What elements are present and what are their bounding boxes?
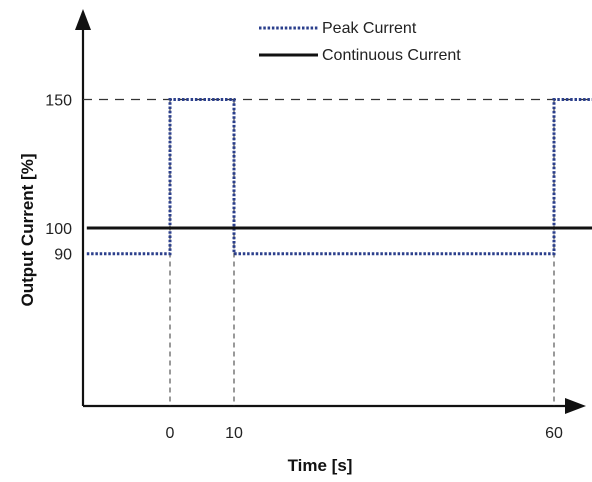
x-axis-label: Time [s] xyxy=(288,456,353,475)
legend-label-continuous: Continuous Current xyxy=(322,47,461,64)
x-axis-arrow xyxy=(565,398,586,414)
x-tick-label-60: 60 xyxy=(545,425,563,442)
series-layer xyxy=(86,98,592,256)
y-tick-label-150: 150 xyxy=(45,93,72,110)
y-tick-label-100: 100 xyxy=(45,221,72,238)
y-axis-label: Output Current [%] xyxy=(18,154,37,307)
y-tick-label-90: 90 xyxy=(54,247,72,264)
legend: Peak Current Continuous Current xyxy=(259,20,461,64)
y-axis-arrow xyxy=(75,9,91,30)
legend-label-peak: Peak Current xyxy=(322,20,417,37)
x-tick-label-0: 0 xyxy=(166,425,175,442)
series-line-peak-current xyxy=(86,98,592,256)
x-tick-label-10: 10 xyxy=(225,425,243,442)
tick-labels: 010607090100150 xyxy=(45,93,563,443)
